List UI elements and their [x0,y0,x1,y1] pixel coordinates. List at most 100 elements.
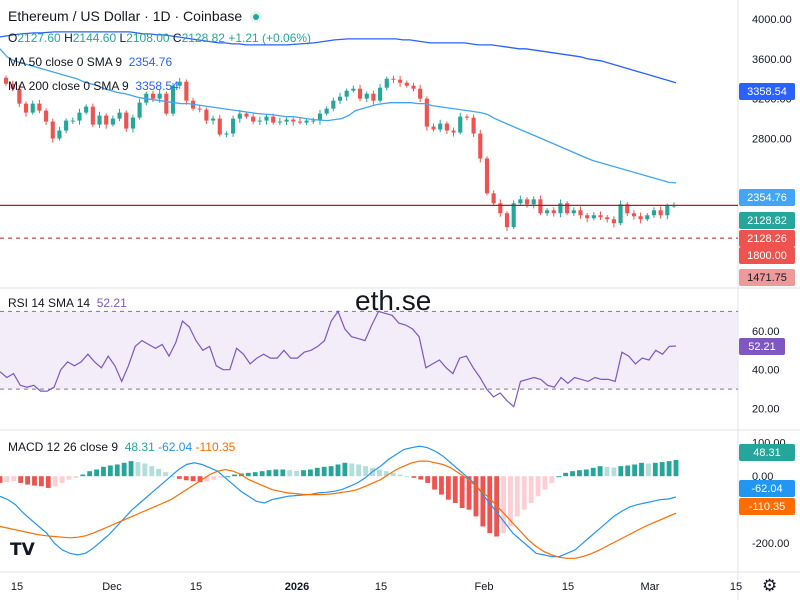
symbol-title[interactable]: Ethereum / US Dollar · 1D · Coinbase [8,8,263,24]
change-value: +1.21 (+0.06%) [228,31,312,45]
price-candle [518,199,523,204]
watermark: eth.se [355,285,432,316]
macd-histogram-bar [439,476,444,495]
price-candle [3,77,9,84]
price-candle [638,216,643,220]
price-candle [84,106,89,113]
price-axis-badge [739,247,795,264]
macd-histogram-bar [73,476,79,478]
time-axis-tick: Mar [641,581,660,593]
ma200-label: MA 200 close 0 SMA 9 [8,79,129,93]
high-value: 2144.60 [72,31,117,45]
price-candle [304,120,309,123]
macd-histogram-bar [128,461,134,477]
rsi-value: 52.21 [96,296,127,310]
macd-histogram-bar [632,464,638,477]
price-candle [264,116,269,121]
price-candle [284,119,289,122]
time-axis-tick: 15 [562,581,574,593]
macd-histogram-bar [149,466,155,477]
price-candle [378,87,383,101]
price-candle [598,215,603,218]
price-axis-badge [739,230,795,247]
macd-histogram-bar [597,466,603,477]
macd-line-value: -62.04 [158,440,193,454]
price-candle [37,103,42,111]
macd-histogram-bar [383,471,389,477]
price-candle [271,116,276,123]
macd-histogram-bar [577,470,582,477]
macd-histogram-bar [514,476,520,517]
price-candle [10,83,15,89]
open-value: 2127.60 [17,31,61,45]
macd-histogram-bar [466,476,472,510]
macd-histogram-bar [114,464,120,477]
price-candle [611,219,616,224]
rsi-legend[interactable]: RSI 14 SMA 14 52.21 [8,296,127,310]
macd-histogram-bar [376,469,382,477]
price-candle [124,112,129,129]
price-candle [137,102,142,118]
macd-histogram-bar [342,462,348,477]
macd-histogram-bar [280,469,286,477]
macd-histogram-bar [163,472,168,477]
price-candle [97,115,102,125]
macd-axis-tick: -200.00 [752,538,789,550]
price-axis-badge-label: 2128.26 [747,233,787,245]
time-axis-tick: 15 [730,581,742,593]
price-candle [645,215,650,220]
macd-legend[interactable]: MACD 12 26 close 9 48.31 -62.04 -110.35 [8,440,235,454]
gear-icon[interactable]: ⚙ [762,576,778,595]
price-candle [77,112,82,121]
macd-axis-badge-label: -62.04 [751,483,782,495]
price-axis-badge [739,212,795,229]
macd-histogram-bar [32,476,37,486]
ma50-legend[interactable]: MA 50 close 0 SMA 9 2354.76 [8,55,172,69]
price-candle [484,158,490,194]
price-candle [344,90,349,97]
price-candle [665,205,670,216]
ma200-legend[interactable]: MA 200 close 0 SMA 9 3358.54 [8,79,179,93]
price-candle [551,210,556,214]
macd-histogram-bar [0,476,3,483]
price-candle [464,116,469,118]
price-axis-badge-label: 1800.00 [747,250,787,262]
price-candle [651,210,657,216]
macd-hist-value: 48.31 [124,440,155,454]
macd-histogram-bar [349,463,355,477]
price-candle [524,199,530,205]
price-candle [424,98,429,127]
macd-histogram-bar [487,476,493,534]
tradingview-logo-icon[interactable]: TV [10,540,35,560]
price-candle [211,118,216,121]
rsi-axis-badge [739,337,785,355]
price-candle [297,121,302,123]
macd-histogram-bar [659,462,665,477]
price-axis-badge-label: 2128.82 [747,215,787,227]
macd-histogram-bar [4,476,10,483]
rsi-band-fill [0,311,738,390]
macd-histogram-bar [245,472,251,477]
price-candle [625,204,630,214]
macd-histogram-bar [652,462,658,477]
price-candle [23,103,29,113]
macd-histogram-bar [273,469,279,477]
price-candle [57,130,62,139]
ma50-label: MA 50 close 0 SMA 9 [8,55,123,69]
price-candle [30,103,35,113]
macd-histogram-bar [549,476,555,483]
macd-histogram-bar [363,466,369,477]
price-candle [170,85,176,114]
price-candle [257,120,262,122]
macd-histogram-bar [252,472,258,477]
price-candle [404,82,409,86]
price-candle [498,203,503,214]
macd-histogram-bar [501,476,506,534]
price-axis-badge-label: 1471.75 [747,272,787,284]
rsi-axis-tick: 20.00 [752,404,780,416]
price-candle [291,119,296,122]
macd-histogram-bar [204,476,210,482]
macd-histogram-bar [294,470,300,477]
